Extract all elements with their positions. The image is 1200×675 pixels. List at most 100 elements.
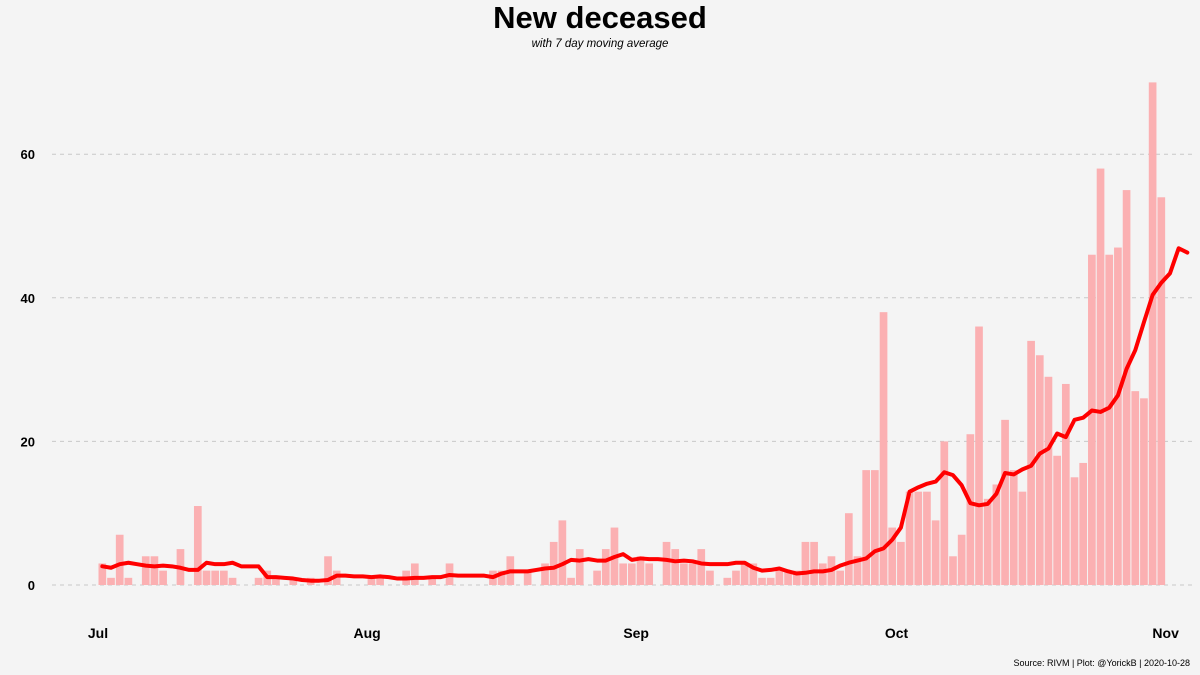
bar: [202, 570, 211, 585]
bar: [888, 527, 897, 585]
bar: [1105, 254, 1114, 585]
bar: [193, 506, 202, 585]
bar: [1131, 391, 1140, 585]
bar: [645, 563, 654, 585]
bar: [940, 441, 949, 585]
bar: [775, 570, 784, 585]
bar: [1079, 462, 1088, 585]
bar: [818, 563, 827, 585]
bar: [575, 549, 584, 585]
bar: [1140, 398, 1148, 585]
bar: [706, 570, 714, 585]
x-tick-label: Jul: [88, 625, 108, 641]
bar: [1122, 190, 1131, 585]
x-tick-label: Nov: [1152, 625, 1179, 641]
bar: [784, 570, 792, 585]
bar: [957, 534, 966, 585]
bar: [159, 570, 167, 585]
bar: [549, 541, 558, 585]
bar: [376, 577, 384, 585]
y-tick-label: 40: [21, 291, 35, 306]
bar: [150, 556, 159, 585]
bar: [220, 570, 228, 585]
bar: [792, 570, 801, 585]
bar: [862, 470, 871, 585]
bar: [228, 577, 237, 585]
bar: [410, 563, 419, 585]
bar: [107, 577, 115, 585]
source-caption: Source: RIVM | Plot: @YorickB | 2020-10-…: [1013, 658, 1190, 668]
bar: [289, 577, 298, 585]
bar: [1088, 254, 1096, 585]
bar: [836, 570, 844, 585]
bar: [905, 491, 914, 585]
bar: [1070, 477, 1079, 585]
bar: [923, 491, 931, 585]
x-tick-label: Sep: [623, 625, 649, 641]
bar: [983, 498, 992, 585]
bar: [1009, 470, 1018, 585]
bar: [966, 434, 975, 585]
bar: [801, 541, 810, 585]
bar: [567, 577, 575, 585]
bar: [636, 556, 645, 585]
bar: [124, 577, 133, 585]
bar: [1096, 168, 1105, 585]
bar: [1061, 383, 1070, 585]
bar: [497, 570, 506, 585]
bar: [662, 541, 671, 585]
y-tick-label: 0: [28, 578, 35, 593]
bar: [541, 563, 549, 585]
y-axis: 0 20 40 60: [21, 147, 35, 593]
bar: [211, 570, 220, 585]
bar: [871, 470, 879, 585]
bar: [1157, 197, 1166, 585]
bar: [115, 534, 124, 585]
bar: [558, 520, 567, 585]
bar: [844, 513, 853, 585]
bar: [766, 577, 775, 585]
bar: [1001, 419, 1009, 585]
bar: [272, 577, 280, 585]
bar: [810, 541, 818, 585]
bar: [949, 556, 957, 585]
bar: [324, 556, 332, 585]
bar: [254, 577, 263, 585]
bar: [680, 563, 688, 585]
bar: [601, 549, 610, 585]
bar: [992, 484, 1001, 585]
moving-average-line: [100, 246, 1190, 583]
bar: [619, 563, 627, 585]
chart-subtitle: with 7 day moving average: [531, 38, 669, 50]
bar: [1018, 491, 1027, 585]
bar: [1053, 455, 1061, 585]
bar: [367, 577, 376, 585]
x-tick-label: Aug: [353, 625, 380, 641]
bar: [975, 326, 983, 585]
bar: [141, 556, 150, 585]
x-axis: Jul Aug Sep Oct Nov: [88, 625, 1179, 641]
bar: [688, 563, 697, 585]
bar: [593, 570, 601, 585]
bar: [758, 577, 766, 585]
bar: [740, 563, 749, 585]
x-tick-label: Oct: [885, 625, 909, 641]
bar: [1148, 82, 1157, 586]
bar: [914, 491, 923, 585]
bar: [1044, 376, 1053, 585]
moving-average-series: [100, 246, 1190, 583]
bar: [627, 563, 636, 585]
bar: [697, 549, 706, 585]
bar: [723, 577, 732, 585]
bar: [879, 312, 888, 585]
chart-title: New deceased: [493, 0, 707, 35]
y-tick-label: 60: [21, 147, 35, 162]
bar: [853, 556, 862, 585]
bar: [1035, 355, 1044, 585]
bar: [897, 541, 905, 585]
bar-series: [98, 82, 1166, 586]
bar: [98, 563, 107, 585]
bar: [671, 549, 680, 585]
bar: [931, 520, 940, 585]
bar: [523, 570, 532, 585]
